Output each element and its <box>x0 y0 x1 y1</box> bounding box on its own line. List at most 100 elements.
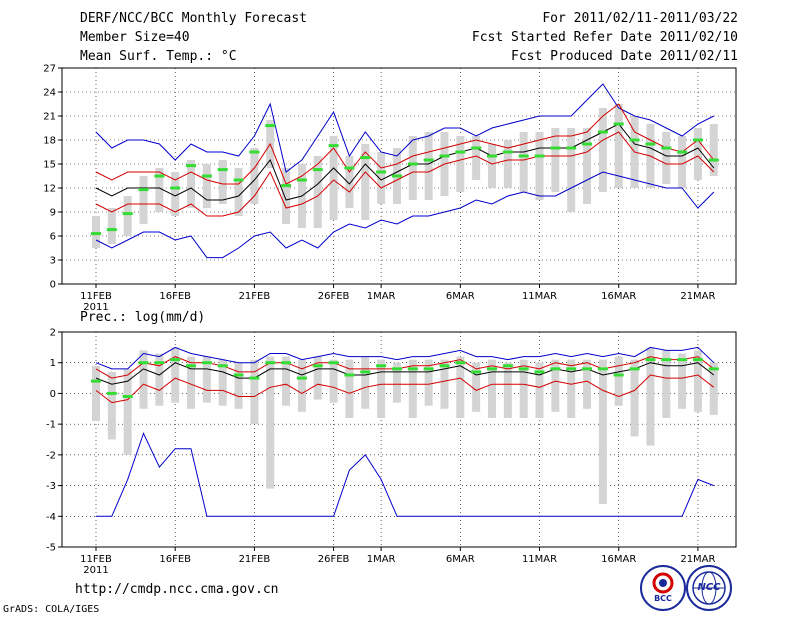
series-line-min <box>95 171 715 259</box>
x-tick-label: 11FEB <box>80 554 112 565</box>
y-tick-label: 27 <box>43 64 56 75</box>
x-tick-label: 21FEB <box>239 291 271 302</box>
y-tick-label: 18 <box>43 136 56 147</box>
range-bar <box>282 356 291 406</box>
range-bar <box>693 128 702 180</box>
range-bar <box>614 356 623 406</box>
range-bar <box>171 347 180 403</box>
range-bar <box>535 362 544 418</box>
y-tick-label: 1 <box>50 358 56 369</box>
range-bar <box>250 359 259 425</box>
range-bar <box>614 104 623 188</box>
y-tick-label: 6 <box>50 232 56 243</box>
range-bar <box>646 347 655 446</box>
range-bar <box>503 362 512 418</box>
range-bar <box>503 140 512 188</box>
range-bar <box>107 371 116 440</box>
fcst-started-date: Fcst Started Refer Date 2011/02/10 <box>471 30 738 45</box>
x-tick-label: 16MAR <box>601 291 636 302</box>
x-tick-label: 11FEB <box>80 291 112 302</box>
x-tick-label: 1MAR <box>367 291 396 302</box>
x-tick-label: 16MAR <box>601 554 636 565</box>
temperature-panel: 0 3 6 9 12 15 18 21 24 27 11FEB 16FEB 21FEB 26FEB 1MAR… <box>43 64 737 313</box>
series-line-median <box>95 362 715 385</box>
range-bar <box>424 359 433 406</box>
chart-title: DERF/NCC/BCC Monthly Forecast <box>80 11 307 26</box>
range-bar <box>313 356 322 400</box>
range-bar <box>598 359 607 504</box>
year-label: 2011 <box>83 302 108 313</box>
range-bar <box>456 356 465 418</box>
range-bar <box>266 356 275 489</box>
range-bar <box>567 359 576 418</box>
range-bar <box>440 359 449 409</box>
y-tick-label: 3 <box>50 256 56 267</box>
bcc-logo-text: BCC <box>654 594 672 603</box>
series-line-min <box>96 432 714 517</box>
range-bar <box>361 144 370 220</box>
y-tick-label: -2 <box>46 450 56 461</box>
range-bar <box>488 359 496 418</box>
y-tick-label: 15 <box>43 160 56 171</box>
forecast-period: For 2011/02/11-2011/03/22 <box>542 11 738 26</box>
range-bar <box>234 362 243 409</box>
series-line-upper_sigma <box>95 356 715 379</box>
x-tick-label: 1MAR <box>367 554 396 565</box>
range-bar <box>519 359 528 418</box>
range-bar <box>329 136 338 220</box>
range-bar <box>709 124 718 176</box>
range-bar <box>519 132 528 192</box>
range-bar <box>551 128 560 192</box>
range-bar <box>218 160 227 204</box>
range-bar <box>345 359 354 418</box>
range-bar <box>282 168 291 224</box>
bcc-emblem-icon <box>652 572 674 594</box>
range-bar <box>456 136 465 192</box>
range-bar <box>408 359 417 418</box>
source-url[interactable]: http://cmdp.ncc.cma.gov.cn <box>75 582 279 597</box>
y-tick-label: 24 <box>43 88 56 99</box>
x-tick-label: 26FEB <box>318 291 350 302</box>
range-bar <box>598 108 607 192</box>
range-bar <box>678 136 687 188</box>
range-bar <box>250 148 259 204</box>
range-bar <box>488 144 496 188</box>
range-bar <box>329 359 338 403</box>
range-bar <box>392 362 401 403</box>
range-bar <box>567 128 576 212</box>
range-bar <box>693 350 702 412</box>
range-bar <box>202 356 211 403</box>
fcst-produced-date: Fcst Produced Date 2011/02/11 <box>511 49 738 64</box>
range-bar <box>155 168 164 212</box>
plot-frame <box>61 331 737 548</box>
range-bar <box>709 362 718 415</box>
range-bar <box>218 359 227 406</box>
series-line-max <box>95 83 715 173</box>
range-bar <box>662 132 671 184</box>
range-bar <box>678 353 687 409</box>
range-bar <box>583 359 592 409</box>
x-tick-label: 11MAR <box>522 291 557 302</box>
precipitation-panel: -5 -4 -3 -2 -1 0 1 2 11FEB 16FEB 21FEB 26FEB 1MAR 6MA… <box>46 328 737 576</box>
range-bar <box>535 132 544 200</box>
range-bar <box>202 164 211 208</box>
x-tick-label: 26FEB <box>318 554 350 565</box>
range-bar <box>123 196 132 236</box>
x-tick-label: 6MAR <box>446 291 475 302</box>
y-tick-label: -4 <box>46 512 56 523</box>
plot-frame <box>61 67 737 285</box>
range-bar <box>139 350 148 409</box>
range-bar <box>187 356 196 409</box>
y-tick-label: 9 <box>50 208 56 219</box>
range-bar <box>630 359 639 437</box>
member-size-label: Member Size=40 <box>80 30 190 45</box>
range-bar <box>408 136 417 200</box>
x-tick-label: 21MAR <box>680 554 715 565</box>
range-bar <box>662 350 671 418</box>
range-bar <box>234 168 243 216</box>
series-line-upper_sigma <box>95 103 715 185</box>
range-bar <box>139 176 148 224</box>
range-bar <box>377 152 386 204</box>
y-tick-label: -5 <box>46 543 56 554</box>
ncc-logo: NCC <box>686 565 732 611</box>
